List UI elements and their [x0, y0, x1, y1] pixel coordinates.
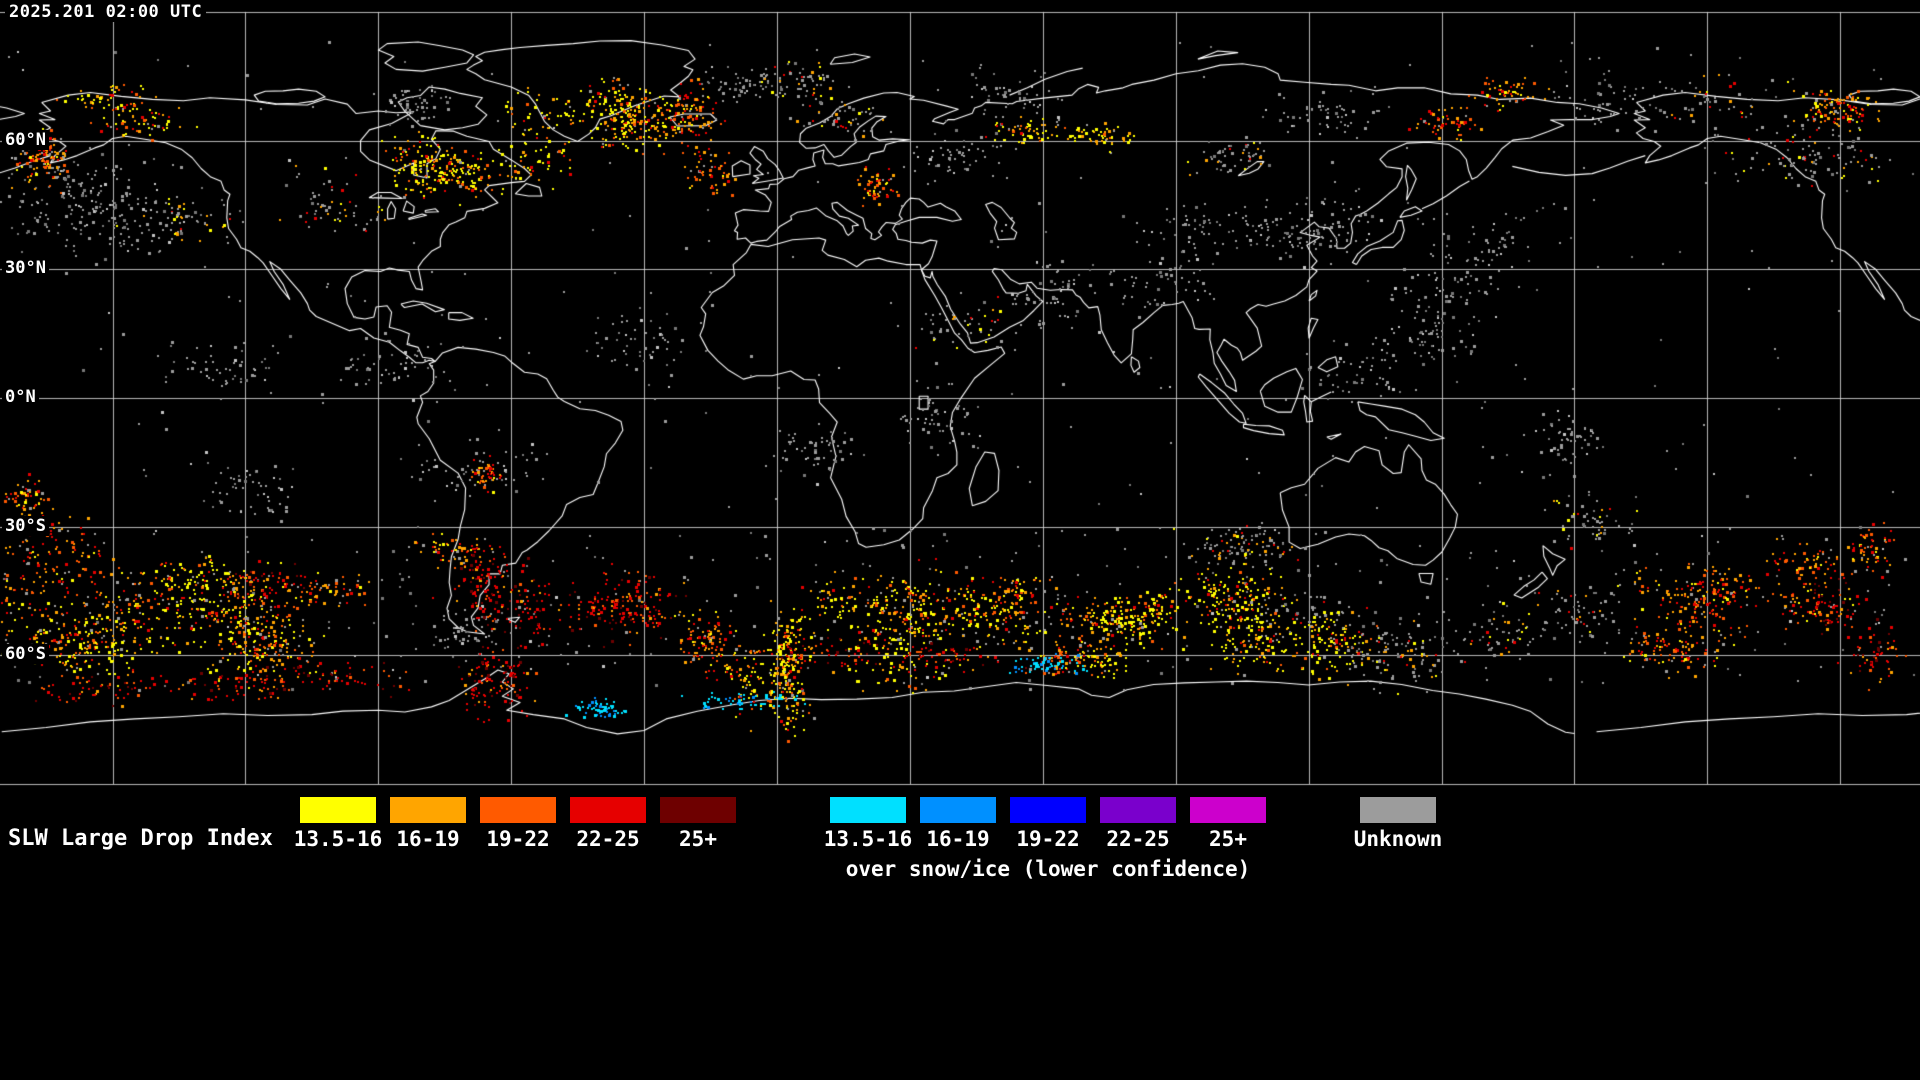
latitude-label: 30°S: [2, 515, 49, 536]
latitude-label: 60°S: [2, 644, 49, 665]
latitude-label: 30°N: [2, 258, 49, 279]
timestamp: 2025.201 02:00 UTC: [5, 2, 207, 22]
latitude-label: 60°N: [2, 129, 49, 150]
latitude-label: 0°N: [2, 387, 39, 407]
